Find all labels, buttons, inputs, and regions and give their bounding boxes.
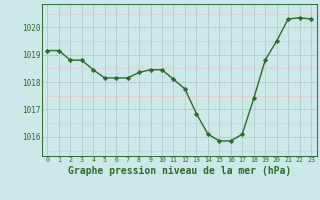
X-axis label: Graphe pression niveau de la mer (hPa): Graphe pression niveau de la mer (hPa) (68, 166, 291, 176)
